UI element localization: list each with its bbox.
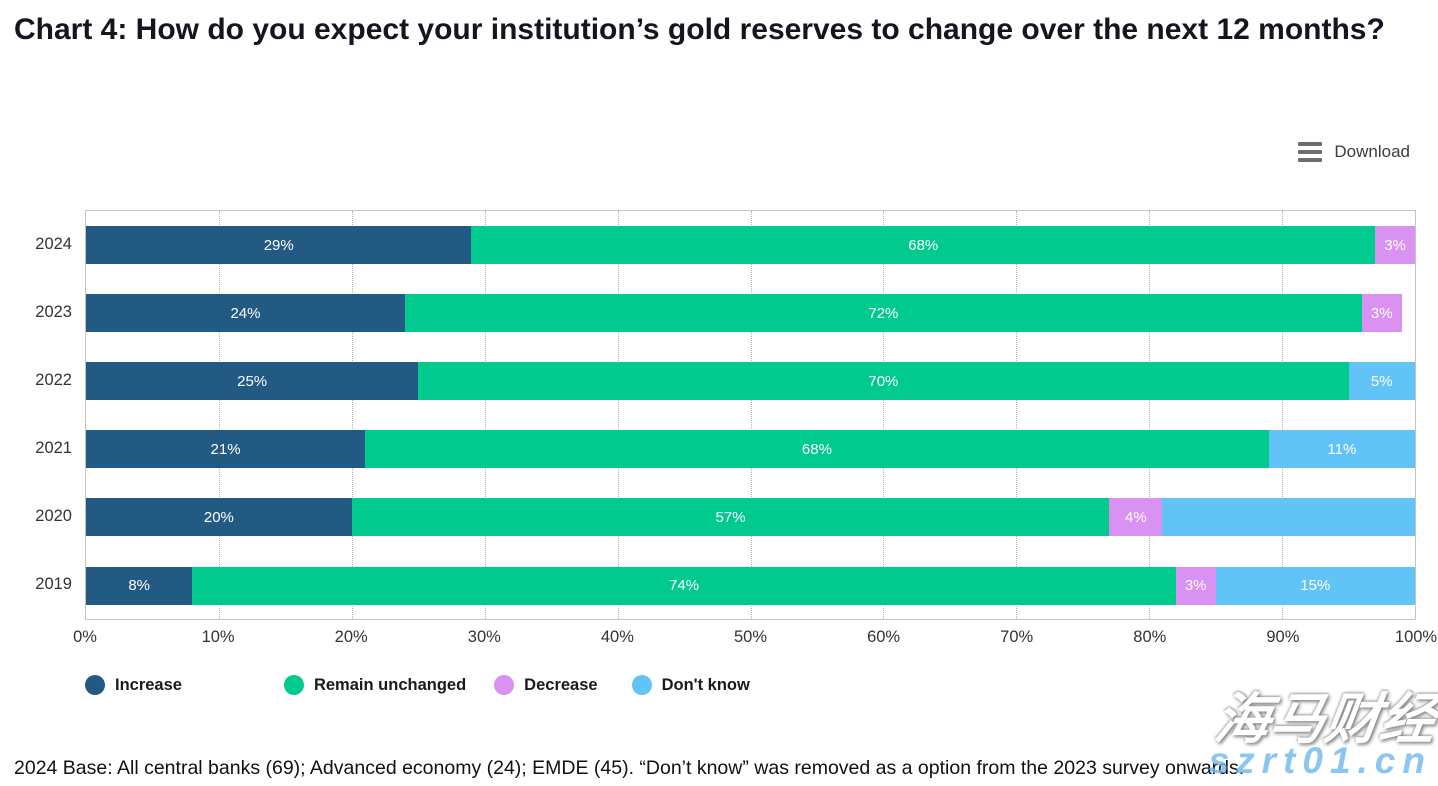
x-axis-tick-50: 50% (733, 628, 768, 646)
bar-segment-increase-2024[interactable]: 29% (86, 226, 472, 265)
legend: Increase Remain unchanged Decrease Don't kn… (85, 672, 750, 698)
bar-segment-don-t-know-2022[interactable]: 5% (1348, 362, 1415, 401)
gridline (218, 211, 220, 619)
bar-segment-don-t-know-2021[interactable]: 11% (1268, 430, 1415, 469)
bar-row-2022: 25% 70% 5% (86, 347, 1415, 415)
gridline (484, 211, 486, 619)
plot-area: 29% 68% 3% 24% 72% 3% 25% 70% 5% 21% 68% 11% 20% 57% 4… (85, 210, 1416, 620)
y-axis-label-2022: 2022 (35, 370, 72, 389)
legend-item-don-t-know[interactable]: Don't know (631, 675, 750, 695)
legend-label-increase: Increase (115, 675, 182, 694)
bar-value-label: 74% (669, 577, 700, 595)
x-axis-tick-0: 0% (73, 628, 97, 646)
bar-value-label: 68% (908, 236, 939, 254)
gridline (883, 211, 885, 619)
bar-segment-don-t-know-2019[interactable]: 15% (1215, 566, 1415, 605)
bar-value-label: 57% (715, 508, 746, 526)
bar-value-label: 5% (1370, 372, 1393, 390)
bar-value-label: 72% (868, 304, 899, 322)
bar-value-label: 11% (1327, 440, 1357, 458)
bar-segment-remain-unchanged-2022[interactable]: 70% (418, 362, 1349, 401)
bar-segment-remain-unchanged-2024[interactable]: 68% (471, 226, 1376, 265)
bar-value-label: 20% (203, 508, 234, 526)
bar-value-label: 3% (1184, 577, 1207, 595)
legend-item-remain-unchanged[interactable]: Remain unchanged (283, 675, 467, 695)
x-axis-tick-10: 10% (201, 628, 235, 646)
legend-item-decrease[interactable]: Decrease (494, 675, 598, 695)
y-axis-label-2021: 2021 (35, 438, 72, 457)
bar-value-label: 21% (210, 440, 241, 458)
legend-label-decrease: Decrease (524, 675, 598, 694)
bar-row-2024: 29% 68% 3% (86, 211, 1415, 279)
bar-segment-remain-unchanged-2023[interactable]: 72% (404, 294, 1362, 333)
y-axis-label-2023: 2023 (35, 302, 72, 321)
x-axis-tick-60: 60% (867, 628, 901, 646)
bar-segment-increase-2020[interactable]: 20% (86, 498, 352, 537)
gridline (617, 211, 619, 619)
bar-value-label: 25% (237, 372, 268, 390)
x-axis-tick-90: 90% (1266, 628, 1300, 646)
x-axis-labels: 0% 10% 20% 30% 40% 50% 60% 70% 80% 90% 100% (73, 628, 1437, 652)
bar-row-2021: 21% 68% 11% (86, 415, 1415, 483)
legend-dot-remain-unchanged (283, 675, 304, 695)
bar-value-label: 3% (1370, 304, 1393, 322)
bar-segment-decrease-2019[interactable]: 3% (1175, 566, 1216, 605)
bar-segment-increase-2023[interactable]: 24% (86, 294, 405, 333)
bar-value-label: 70% (868, 372, 899, 390)
y-axis-label-2019: 2019 (35, 575, 72, 594)
x-axis-tick-40: 40% (600, 628, 634, 646)
footnote: 2024 Base: All central banks (69); Advan… (14, 757, 1245, 779)
bar-segment-decrease-2020[interactable]: 4% (1109, 498, 1163, 537)
legend-dot-increase (85, 675, 105, 695)
bar-segment-remain-unchanged-2020[interactable]: 57% (351, 498, 1110, 537)
legend-label-don-t-know: Don't know (661, 675, 750, 694)
x-axis-tick-80: 80% (1133, 628, 1167, 646)
download-label: Download (1334, 142, 1410, 161)
hamburger-icon (1298, 142, 1323, 162)
bar-segment-increase-2022[interactable]: 25% (86, 362, 419, 401)
download-button[interactable]: Download (1298, 142, 1410, 162)
bar-segment-remain-unchanged-2019[interactable]: 74% (192, 566, 1176, 605)
x-axis-tick-30: 30% (467, 628, 501, 646)
bar-value-label: 15% (1300, 577, 1331, 595)
y-axis-label-2020: 2020 (35, 506, 72, 525)
y-axis-labels: 2024 2023 2022 2021 2020 2019 (0, 210, 72, 620)
bar-value-label: 4% (1125, 508, 1147, 526)
gridline (750, 211, 752, 619)
legend-label-remain-unchanged: Remain unchanged (313, 675, 467, 694)
bar-value-label: 68% (801, 440, 832, 458)
gridline (1149, 211, 1151, 619)
bar-row-2020: 20% 57% 4% (86, 483, 1415, 551)
gridline (351, 211, 353, 619)
bar-row-2019: 8% 74% 3% 15% (86, 551, 1415, 619)
bar-segment-decrease-2024[interactable]: 3% (1375, 226, 1415, 265)
bar-segment-increase-2021[interactable]: 21% (86, 430, 366, 469)
legend-item-increase[interactable]: Increase (85, 675, 182, 695)
bar-row-2023: 24% 72% 3% (86, 279, 1415, 347)
bar-value-label: 3% (1384, 236, 1406, 254)
y-axis-label-2024: 2024 (35, 234, 72, 253)
bar-segment-increase-2019[interactable]: 8% (86, 566, 193, 605)
watermark-brand: 海马财经 (1210, 688, 1438, 750)
legend-dot-don-t-know (631, 675, 652, 695)
chart-title: Chart 4: How do you expect your institut… (14, 13, 1385, 46)
bar-value-label: 24% (230, 304, 261, 322)
x-axis-tick-70: 70% (1000, 628, 1034, 646)
x-axis-tick-20: 20% (334, 628, 368, 646)
bar-segment-don-t-know-2020[interactable] (1162, 498, 1415, 537)
x-axis-tick-100: 100% (1394, 628, 1438, 646)
bar-value-label: 8% (128, 577, 150, 595)
legend-dot-decrease (494, 675, 515, 695)
bar-segment-decrease-2023[interactable]: 3% (1361, 294, 1402, 333)
gridline (1282, 211, 1284, 619)
bar-segment-remain-unchanged-2021[interactable]: 68% (365, 430, 1269, 469)
gridline (1016, 211, 1018, 619)
bar-value-label: 29% (263, 236, 294, 254)
